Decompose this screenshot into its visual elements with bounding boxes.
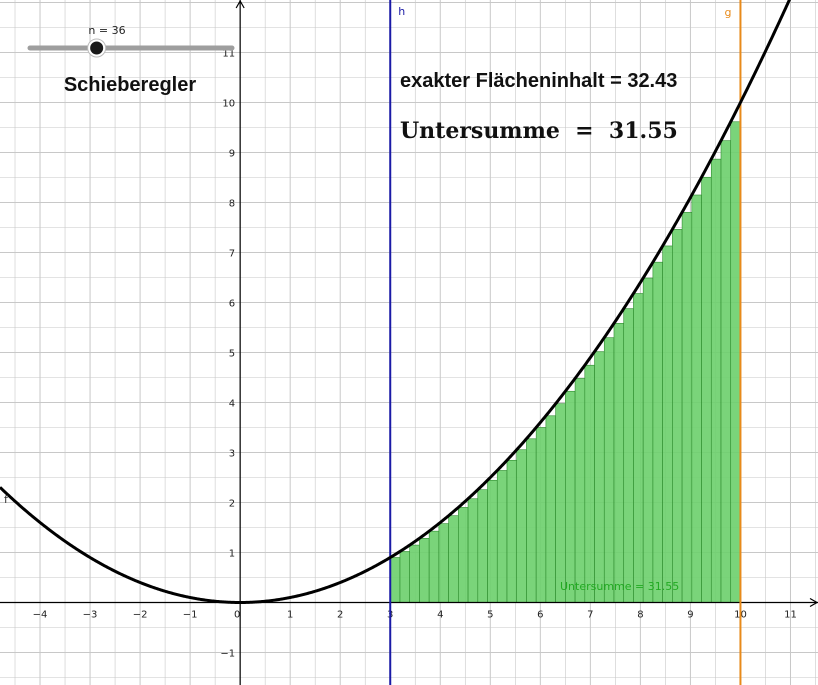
lower-sum-bar xyxy=(574,378,586,603)
x-tick-label: 9 xyxy=(687,610,693,621)
y-tick-label: 1 xyxy=(229,549,235,560)
y-tick-label: 6 xyxy=(229,299,235,310)
slider[interactable]: n = 36 xyxy=(27,24,235,58)
x-axis-arrow xyxy=(809,597,818,608)
curve-f[interactable] xyxy=(0,0,800,604)
curve-f-label: f xyxy=(4,493,9,506)
lower-sum-bar xyxy=(516,449,527,603)
lower-sum-bar xyxy=(652,261,663,603)
x-tick-label: 8 xyxy=(637,610,643,621)
slider-value-label: n = 36 xyxy=(88,24,125,37)
line-h-label: h xyxy=(398,5,405,18)
x-tick-label: 2 xyxy=(337,610,343,621)
lower-sum-bar xyxy=(681,212,693,603)
lower-sum-bar xyxy=(613,323,625,603)
lower-sum-bar xyxy=(565,390,576,603)
lower-sum-bar xyxy=(458,507,469,603)
lower-sum-bar xyxy=(477,489,488,603)
lower-sum-bar xyxy=(409,544,420,603)
lower-sum-bar xyxy=(623,308,634,603)
y-tick-label: 8 xyxy=(229,199,235,210)
lower-sum-bar xyxy=(535,427,547,603)
lower-sum-bar xyxy=(448,515,459,603)
lower-sum-bar xyxy=(428,530,440,603)
lower-sum-bar xyxy=(701,176,712,603)
lower-sum-bar xyxy=(487,479,498,603)
y-tick-label: 11 xyxy=(222,49,235,60)
lower-sum-bar xyxy=(730,121,741,603)
x-tick-label: −2 xyxy=(133,610,148,621)
slider-name: Schieberegler xyxy=(64,74,197,96)
y-tick-label: −1 xyxy=(220,649,235,660)
y-axis-arrow xyxy=(235,0,245,9)
y-tick-label: 4 xyxy=(229,399,235,410)
lower-sum-bar xyxy=(691,194,702,603)
lower-sum-bar xyxy=(662,245,673,603)
y-tick-label: 3 xyxy=(229,449,235,460)
lower-sum-bar xyxy=(545,415,556,603)
exact-area-text: exakter Flächeninhalt = 32.43 xyxy=(400,70,677,92)
y-tick-label: 7 xyxy=(229,249,235,260)
x-tick-label: 5 xyxy=(487,610,493,621)
lower-sum-bar xyxy=(419,537,430,603)
slider-knob[interactable] xyxy=(90,41,104,55)
line-g-label: g xyxy=(724,6,731,19)
x-tick-label: 0 xyxy=(234,610,240,621)
y-tick-label: 5 xyxy=(229,349,235,360)
lower-sum-bar xyxy=(496,470,508,603)
lower-sum-bar xyxy=(633,293,644,603)
lower-sum-bar xyxy=(526,438,537,603)
lower-sum-caption: Untersumme = 31.55 xyxy=(560,580,679,593)
x-tick-label: 4 xyxy=(437,610,443,621)
x-tick-label: −4 xyxy=(33,610,48,621)
lower-sum-bar xyxy=(672,229,683,603)
x-tick-label: −3 xyxy=(83,610,98,621)
lower-sum-bar xyxy=(399,551,410,603)
x-tick-label: 1 xyxy=(287,610,293,621)
x-tick-label: 11 xyxy=(784,610,797,621)
lower-sum-formula: Untersumme = 31.55 xyxy=(400,118,678,144)
y-tick-label: 9 xyxy=(229,149,235,160)
lower-sum-bar xyxy=(467,498,479,603)
lower-sum-bar xyxy=(642,277,654,603)
lower-sum-bar xyxy=(555,403,566,603)
lower-sum-bar xyxy=(506,459,518,603)
y-tick-label: 2 xyxy=(229,499,235,510)
y-tick-label: 10 xyxy=(222,99,235,110)
x-tick-label: 6 xyxy=(537,610,543,621)
lower-sum-bar xyxy=(389,557,401,603)
lower-sum-bar xyxy=(594,351,605,603)
x-tick-label: −1 xyxy=(183,610,198,621)
lower-sum-bar xyxy=(603,337,615,603)
x-tick-label: 7 xyxy=(587,610,593,621)
lower-sum-bar xyxy=(720,140,732,603)
lower-sum-bar xyxy=(438,523,449,603)
lower-sum-bar xyxy=(710,158,722,603)
lower-sum-bar xyxy=(584,364,595,603)
